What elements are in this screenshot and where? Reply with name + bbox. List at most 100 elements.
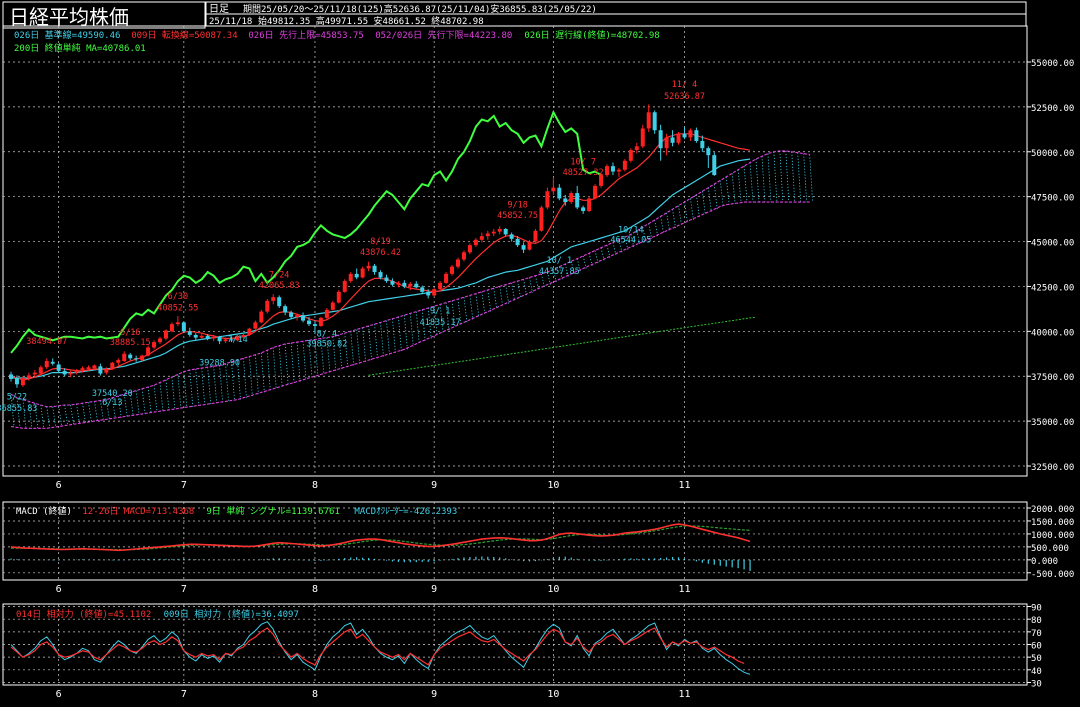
month-tick-label: 8 [312, 689, 318, 700]
candle-body [86, 367, 91, 370]
cloud-hatch [22, 399, 27, 429]
candle-body [640, 128, 645, 147]
candlestick [211, 334, 216, 342]
cloud-hatch [552, 269, 557, 283]
candle-body [491, 231, 496, 234]
candlestick [569, 191, 574, 204]
rsi-tick-label: 80 [1031, 616, 1042, 626]
price-tick-label: 42500.00 [1031, 283, 1074, 293]
cloud-hatch [690, 198, 694, 221]
candle-body [438, 282, 443, 290]
candle-body [479, 236, 484, 240]
candlestick [128, 352, 133, 361]
candlestick [634, 142, 639, 154]
candle-body [44, 360, 49, 368]
cloud-hatch [225, 363, 229, 402]
rsi-legend-item: 009日 相対力 (終値)=36.4097 [164, 608, 299, 620]
cloud-hatch [105, 399, 110, 420]
candlestick [9, 371, 13, 382]
candle-body [610, 166, 615, 172]
cloud-hatch [10, 394, 15, 427]
candlestick [587, 196, 592, 212]
cloud-hatch [558, 266, 563, 280]
candlestick [223, 337, 228, 344]
cloud-hatch [231, 361, 235, 401]
candlestick [140, 354, 145, 361]
candlestick [676, 132, 681, 145]
cloud-hatch [82, 403, 86, 423]
rsi14-line [10, 627, 745, 666]
cloud-hatch [141, 388, 146, 414]
cloud-hatch [392, 318, 396, 353]
cloud-hatch [779, 150, 784, 203]
candle-body [68, 372, 73, 375]
cloud-hatch [213, 366, 218, 404]
candlestick [414, 281, 419, 289]
price-annotation: 45852.75 [497, 211, 538, 221]
candle-body [372, 265, 377, 273]
cloud-hatch [564, 263, 569, 277]
candle-body [420, 287, 425, 292]
candle-body [128, 354, 133, 359]
candle-body [32, 372, 37, 375]
cloud-hatch [201, 368, 206, 405]
candle-body [241, 334, 246, 337]
period-range-label: 期間25/05/20～25/11/18(125)高52636.87(25/11/… [243, 3, 597, 15]
price-annotation: 9/ 1 [430, 306, 450, 316]
ma200-line [368, 316, 757, 376]
candlestick [473, 237, 478, 247]
candlestick [581, 205, 586, 214]
candle-body [485, 233, 490, 237]
cloud-hatch [642, 227, 647, 242]
rsi-tick-label: 70 [1031, 629, 1042, 639]
price-tick-label: 32500.00 [1031, 463, 1074, 473]
cloud-hatch [433, 306, 438, 336]
cloud-hatch [308, 340, 313, 379]
candlestick [235, 334, 240, 342]
cloud-hatch [737, 169, 742, 203]
candle-body [122, 353, 127, 361]
cloud-hatch [88, 402, 92, 423]
candle-body [497, 228, 502, 232]
price-annotation: 6/30 [168, 292, 188, 302]
price-annotation: 9/18 [507, 200, 527, 210]
cloud-hatch [576, 258, 581, 272]
candlestick [646, 104, 651, 133]
candlestick [467, 243, 472, 255]
cloud-hatch [266, 350, 271, 391]
candlestick [50, 358, 55, 366]
cloud-hatch [427, 307, 432, 339]
cloud-hatch [696, 194, 700, 218]
cloud-hatch [284, 343, 289, 386]
candle-body [670, 137, 675, 143]
legend-item: 026日 基準線=49590.46 [14, 29, 120, 41]
candle-body [616, 169, 621, 172]
candlestick [491, 228, 496, 237]
cloud-hatch [320, 338, 325, 375]
candlestick [563, 194, 568, 206]
cloud-hatch [409, 313, 414, 347]
macd-line [10, 523, 751, 552]
cloud-hatch [719, 180, 724, 207]
candle-body [581, 207, 586, 212]
candle-body [384, 277, 389, 282]
rsi-tick-label: 50 [1031, 654, 1042, 664]
candlestick [509, 232, 514, 242]
candle-body [283, 306, 288, 313]
cloud-hatch [481, 291, 486, 315]
candle-body [80, 368, 85, 370]
candle-body [187, 331, 192, 335]
candlestick [134, 355, 139, 362]
candle-body [664, 137, 669, 149]
candle-body [473, 239, 478, 246]
candle-body [74, 369, 79, 373]
cloud-hatch [678, 205, 682, 226]
macd-tick-label: 2000.000 [1031, 505, 1074, 515]
cloud-hatch [34, 403, 39, 429]
price-tick-label: 47500.00 [1031, 194, 1074, 204]
ohlc-label: 始49812.35 高49971.55 安48661.52 終48702.98 [258, 15, 484, 27]
candle-body [223, 339, 228, 342]
candle-body [163, 330, 168, 339]
candle-body [426, 291, 431, 296]
rsi-legend-item: 014日 相対力 (終値)=45.1102 [16, 608, 151, 620]
